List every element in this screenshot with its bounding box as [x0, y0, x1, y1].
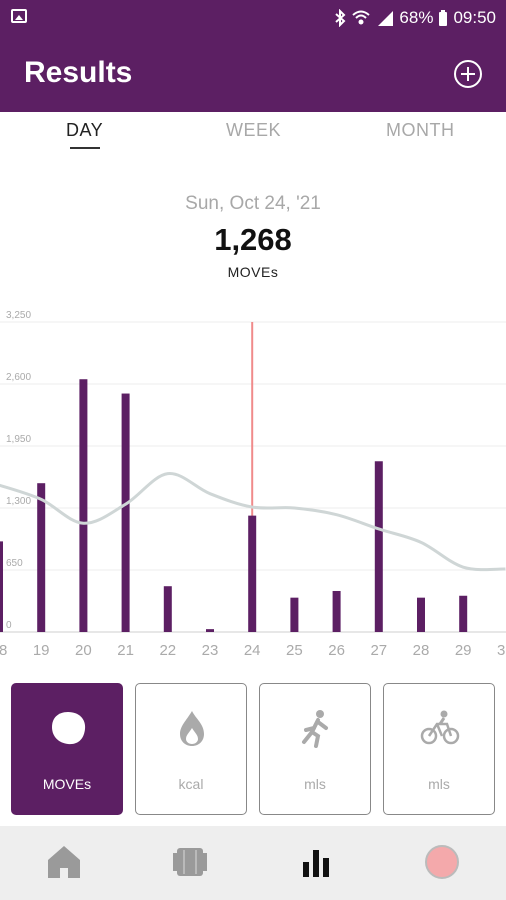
bicycle-icon [420, 710, 460, 745]
metric-card-bike-distance[interactable]: mls [383, 683, 495, 815]
x-tick-label: 25 [286, 642, 303, 659]
blob-icon [52, 712, 86, 745]
metric-selector: MOVEs kcal mls mls [0, 683, 506, 817]
metric-label: mls [304, 776, 326, 792]
y-tick-label: 0 [6, 620, 12, 631]
bar [0, 541, 3, 632]
bar [79, 379, 88, 632]
bar [417, 597, 425, 632]
x-tick-label: 26 [328, 642, 345, 659]
x-tick-label: 28 [413, 642, 430, 659]
moves-bar-chart[interactable]: 0 650 1,300 1,950 2,600 3,250 18 19 20 21 22 23 24 25… [0, 300, 506, 662]
bar [163, 586, 172, 632]
metric-label: MOVEs [42, 776, 92, 792]
page-title: Results [24, 56, 133, 89]
x-tick-label: 27 [370, 642, 387, 659]
device-icon[interactable] [168, 840, 212, 884]
y-tick-label: 1,950 [6, 434, 31, 445]
battery-percent: 68% [399, 8, 434, 27]
flame-icon [180, 711, 204, 746]
bluetooth-icon [335, 9, 346, 27]
bar [374, 461, 383, 632]
selected-unit: MOVEs [227, 264, 279, 280]
tab-month[interactable]: MONTH [386, 120, 455, 140]
selected-value: 1,268 [214, 222, 292, 257]
y-tick-label: 3,250 [6, 310, 31, 321]
metric-label: mls [428, 776, 450, 792]
y-tick-label: 650 [6, 558, 23, 569]
battery-icon [439, 10, 448, 26]
tab-week[interactable]: WEEK [226, 120, 282, 140]
x-tick-label: 20 [75, 642, 92, 659]
wifi-icon [352, 10, 371, 25]
bar [332, 590, 341, 632]
bar [121, 393, 130, 632]
record-icon[interactable] [420, 840, 464, 884]
metric-card-walk-distance[interactable]: mls [259, 683, 371, 815]
selected-date: Sun, Oct 24, '21 [185, 193, 321, 214]
metric-card-moves[interactable]: MOVEs [11, 683, 123, 815]
bar [290, 597, 299, 632]
active-tab-indicator [70, 147, 100, 149]
x-tick-label: 24 [244, 642, 261, 659]
period-tabs: DAY WEEK MONTH [0, 112, 506, 154]
metric-label: kcal [178, 776, 204, 792]
x-tick-label: 19 [33, 642, 50, 659]
runner-icon [302, 710, 328, 748]
bar [37, 483, 46, 632]
x-tick-label: 30 [497, 642, 506, 659]
x-tick-label: 23 [202, 642, 219, 659]
bar [459, 595, 468, 632]
bottom-navigation [0, 826, 506, 900]
trend-line [0, 472, 506, 572]
bar [206, 629, 214, 632]
clock: 09:50 [453, 8, 496, 27]
app-bar: Results [0, 36, 506, 112]
y-tick-label: 1,300 [6, 496, 31, 507]
x-tick-label: 29 [455, 642, 472, 659]
bar-chart-icon[interactable] [294, 840, 338, 884]
x-tick-label: 21 [117, 642, 134, 659]
y-tick-label: 2,600 [6, 372, 31, 383]
tab-day[interactable]: DAY [66, 120, 104, 140]
home-icon[interactable] [42, 840, 86, 884]
add-circle-icon[interactable] [454, 60, 482, 88]
x-tick-label: 18 [0, 642, 7, 659]
status-indicators: 68% 09:50 [334, 7, 496, 29]
image-notification-icon [11, 9, 27, 23]
x-tick-label: 22 [159, 642, 176, 659]
signal-icon [378, 11, 394, 26]
bar [248, 515, 257, 632]
metric-card-kcal[interactable]: kcal [135, 683, 247, 815]
status-bar: 68% 09:50 [0, 0, 506, 36]
